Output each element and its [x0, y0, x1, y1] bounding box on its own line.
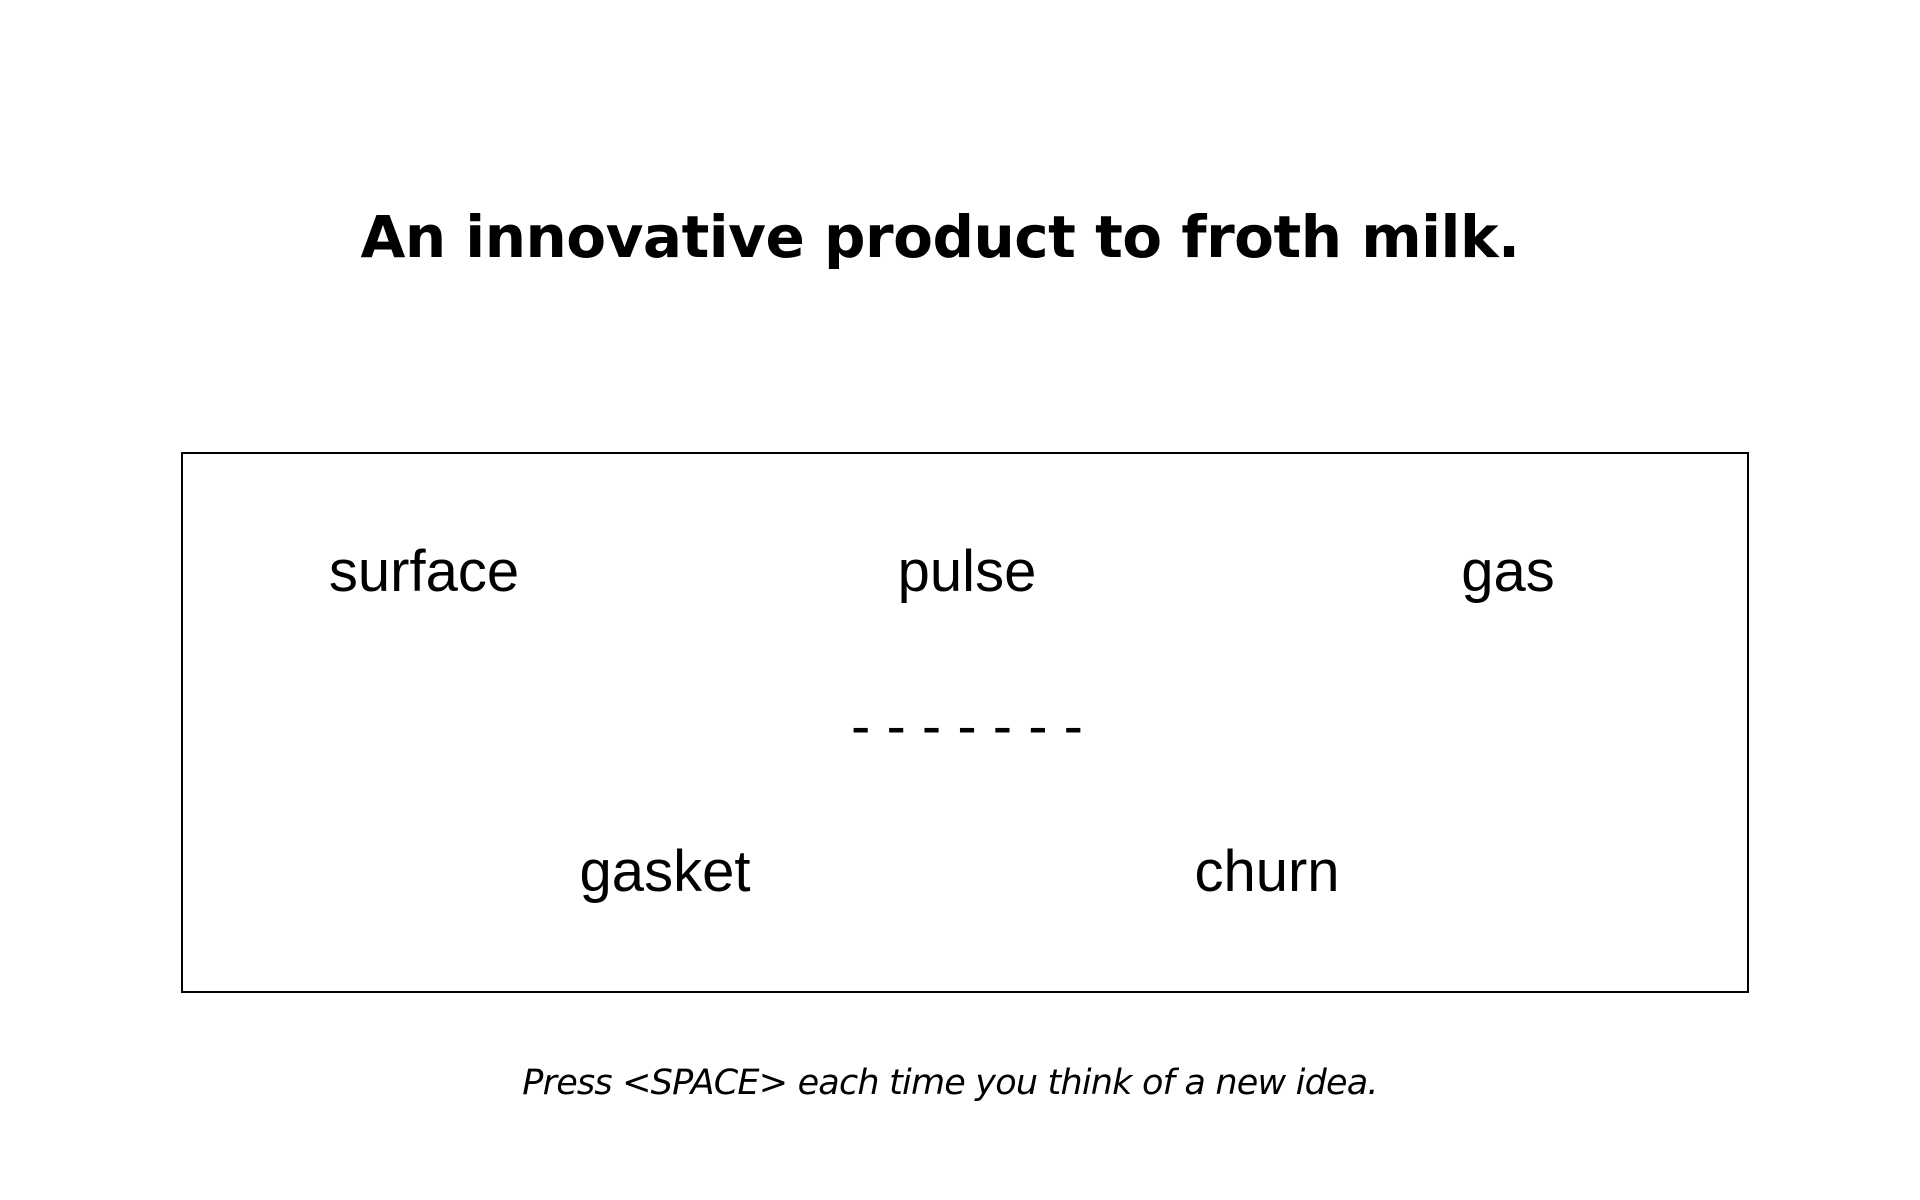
stimulus-word-gasket: gasket — [579, 839, 751, 904]
stimulus-word-churn: churn — [1194, 839, 1340, 904]
stimulus-word-surface: surface — [328, 539, 520, 604]
separator-dashes: - - - - - - - — [851, 694, 1083, 759]
word-box: surface pulse gas - - - - - - - gasket c… — [181, 452, 1749, 993]
stimulus-word-pulse: pulse — [897, 539, 1037, 604]
prompt-title: An innovative product to froth milk. — [360, 203, 1520, 271]
stimulus-word-gas: gas — [1461, 539, 1555, 604]
instruction-text: Press <SPACE> each time you think of a n… — [522, 1063, 1378, 1103]
